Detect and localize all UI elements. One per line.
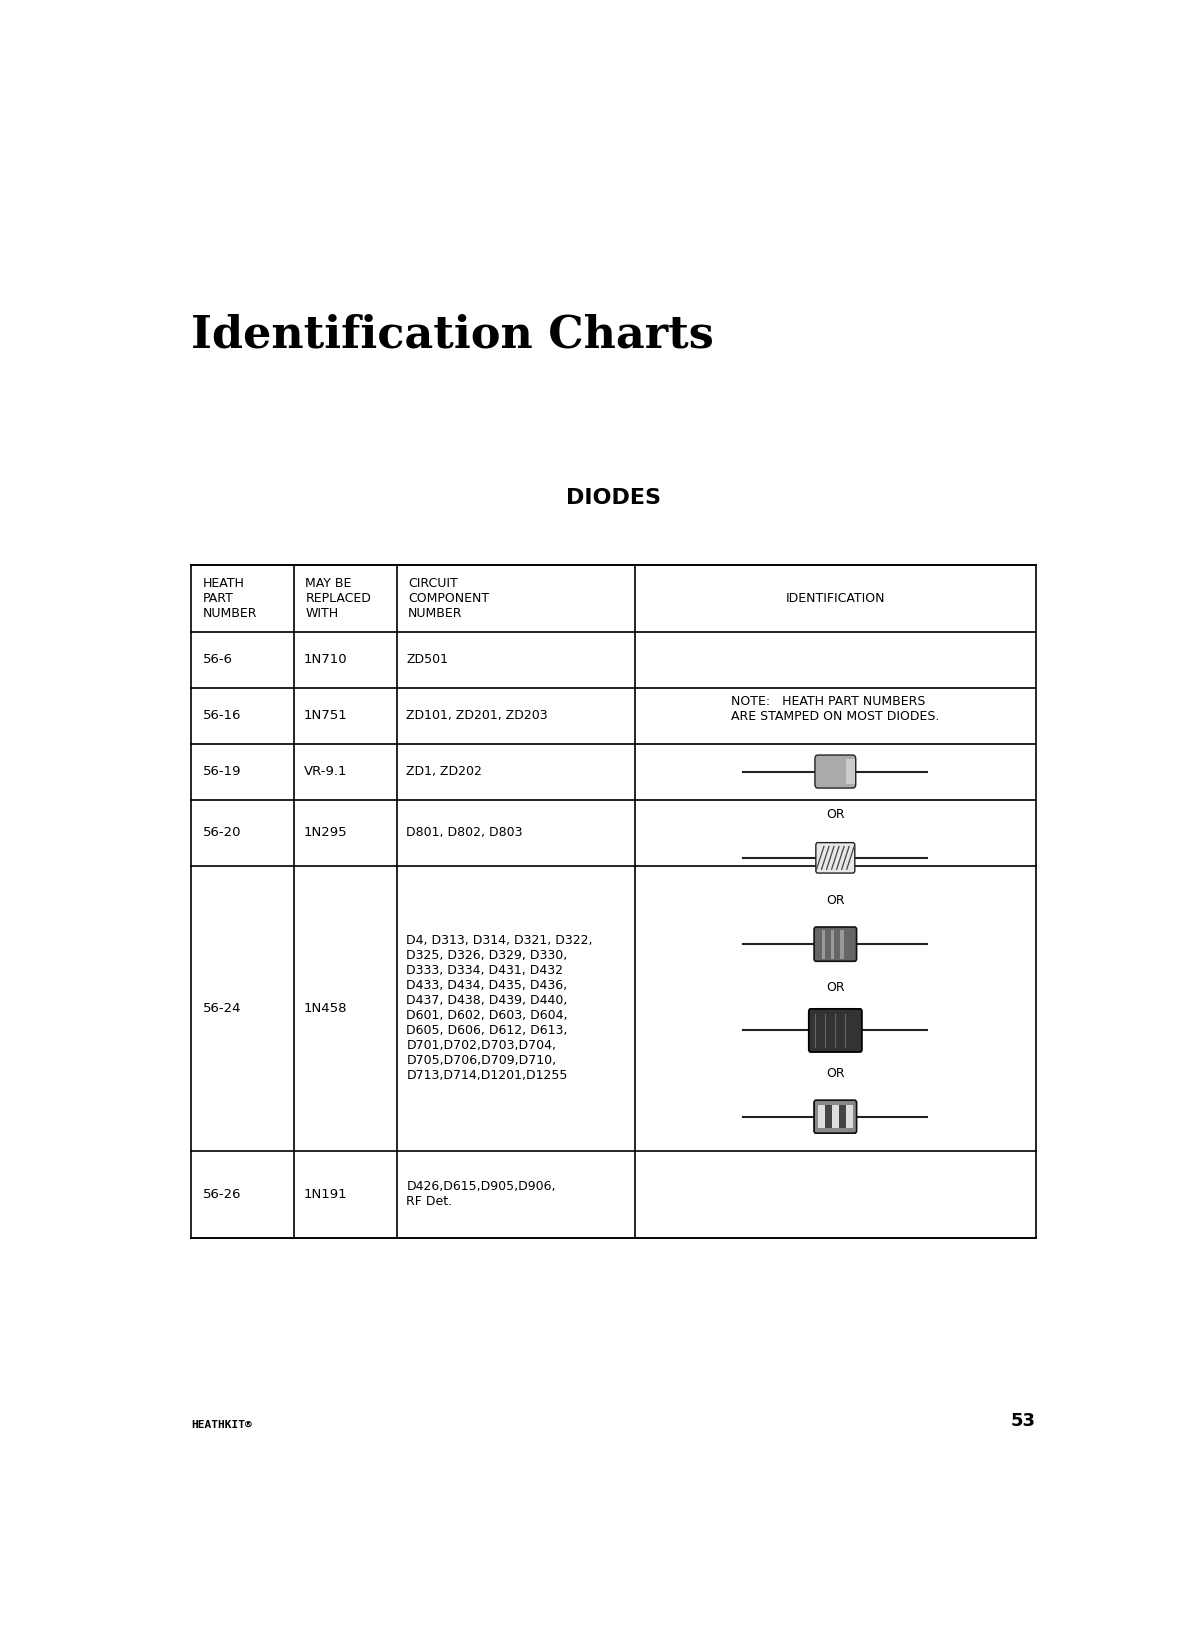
Text: OR: OR <box>826 982 845 993</box>
Bar <box>846 759 855 784</box>
Bar <box>818 1105 825 1128</box>
Bar <box>821 929 825 959</box>
Text: D426,D615,D905,D906,
RF Det.: D426,D615,D905,D906, RF Det. <box>406 1181 555 1209</box>
Text: D4, D313, D314, D321, D322,
D325, D326, D329, D330,
D333, D334, D431, D432
D433,: D4, D313, D314, D321, D322, D325, D326, … <box>406 934 593 1082</box>
Text: 1N751: 1N751 <box>304 710 347 721</box>
Text: 53: 53 <box>1010 1413 1035 1430</box>
Bar <box>846 1105 853 1128</box>
Bar <box>825 1105 832 1128</box>
Text: CIRCUIT
COMPONENT
NUMBER: CIRCUIT COMPONENT NUMBER <box>408 576 490 619</box>
Text: 1N710: 1N710 <box>304 654 347 665</box>
Text: 56-20: 56-20 <box>202 827 241 840</box>
Bar <box>831 929 834 959</box>
Text: D801, D802, D803: D801, D802, D803 <box>406 827 523 840</box>
Text: OR: OR <box>826 809 845 822</box>
Text: 56-6: 56-6 <box>202 654 232 665</box>
Text: 56-16: 56-16 <box>202 710 241 721</box>
Bar <box>832 1105 839 1128</box>
Text: DIODES: DIODES <box>566 489 661 509</box>
Text: 56-26: 56-26 <box>202 1187 241 1201</box>
Text: IDENTIFICATION: IDENTIFICATION <box>785 591 885 604</box>
Text: ZD501: ZD501 <box>406 654 449 665</box>
Text: NOTE:   HEATH PART NUMBERS
ARE STAMPED ON MOST DIODES.: NOTE: HEATH PART NUMBERS ARE STAMPED ON … <box>731 695 940 723</box>
Text: HEATHKIT®: HEATHKIT® <box>192 1420 253 1430</box>
FancyBboxPatch shape <box>816 843 855 873</box>
Text: 56-19: 56-19 <box>202 766 241 777</box>
Text: 56-24: 56-24 <box>202 1001 241 1015</box>
Bar <box>840 929 844 959</box>
Text: VR-9.1: VR-9.1 <box>304 766 347 777</box>
Text: MAY BE
REPLACED
WITH: MAY BE REPLACED WITH <box>305 576 371 619</box>
FancyBboxPatch shape <box>814 927 857 962</box>
Text: OR: OR <box>826 1067 845 1080</box>
Text: ZD1, ZD202: ZD1, ZD202 <box>406 766 482 777</box>
FancyBboxPatch shape <box>815 754 856 787</box>
Text: 1N295: 1N295 <box>304 827 347 840</box>
FancyBboxPatch shape <box>809 1010 862 1052</box>
FancyBboxPatch shape <box>814 1100 857 1133</box>
Text: Identification Charts: Identification Charts <box>192 313 715 356</box>
Text: 1N458: 1N458 <box>304 1001 347 1015</box>
Text: HEATH
PART
NUMBER: HEATH PART NUMBER <box>202 576 257 619</box>
Text: OR: OR <box>826 894 845 907</box>
Text: 1N191: 1N191 <box>304 1187 347 1201</box>
Bar <box>839 1105 846 1128</box>
Text: ZD101, ZD201, ZD203: ZD101, ZD201, ZD203 <box>406 710 548 721</box>
